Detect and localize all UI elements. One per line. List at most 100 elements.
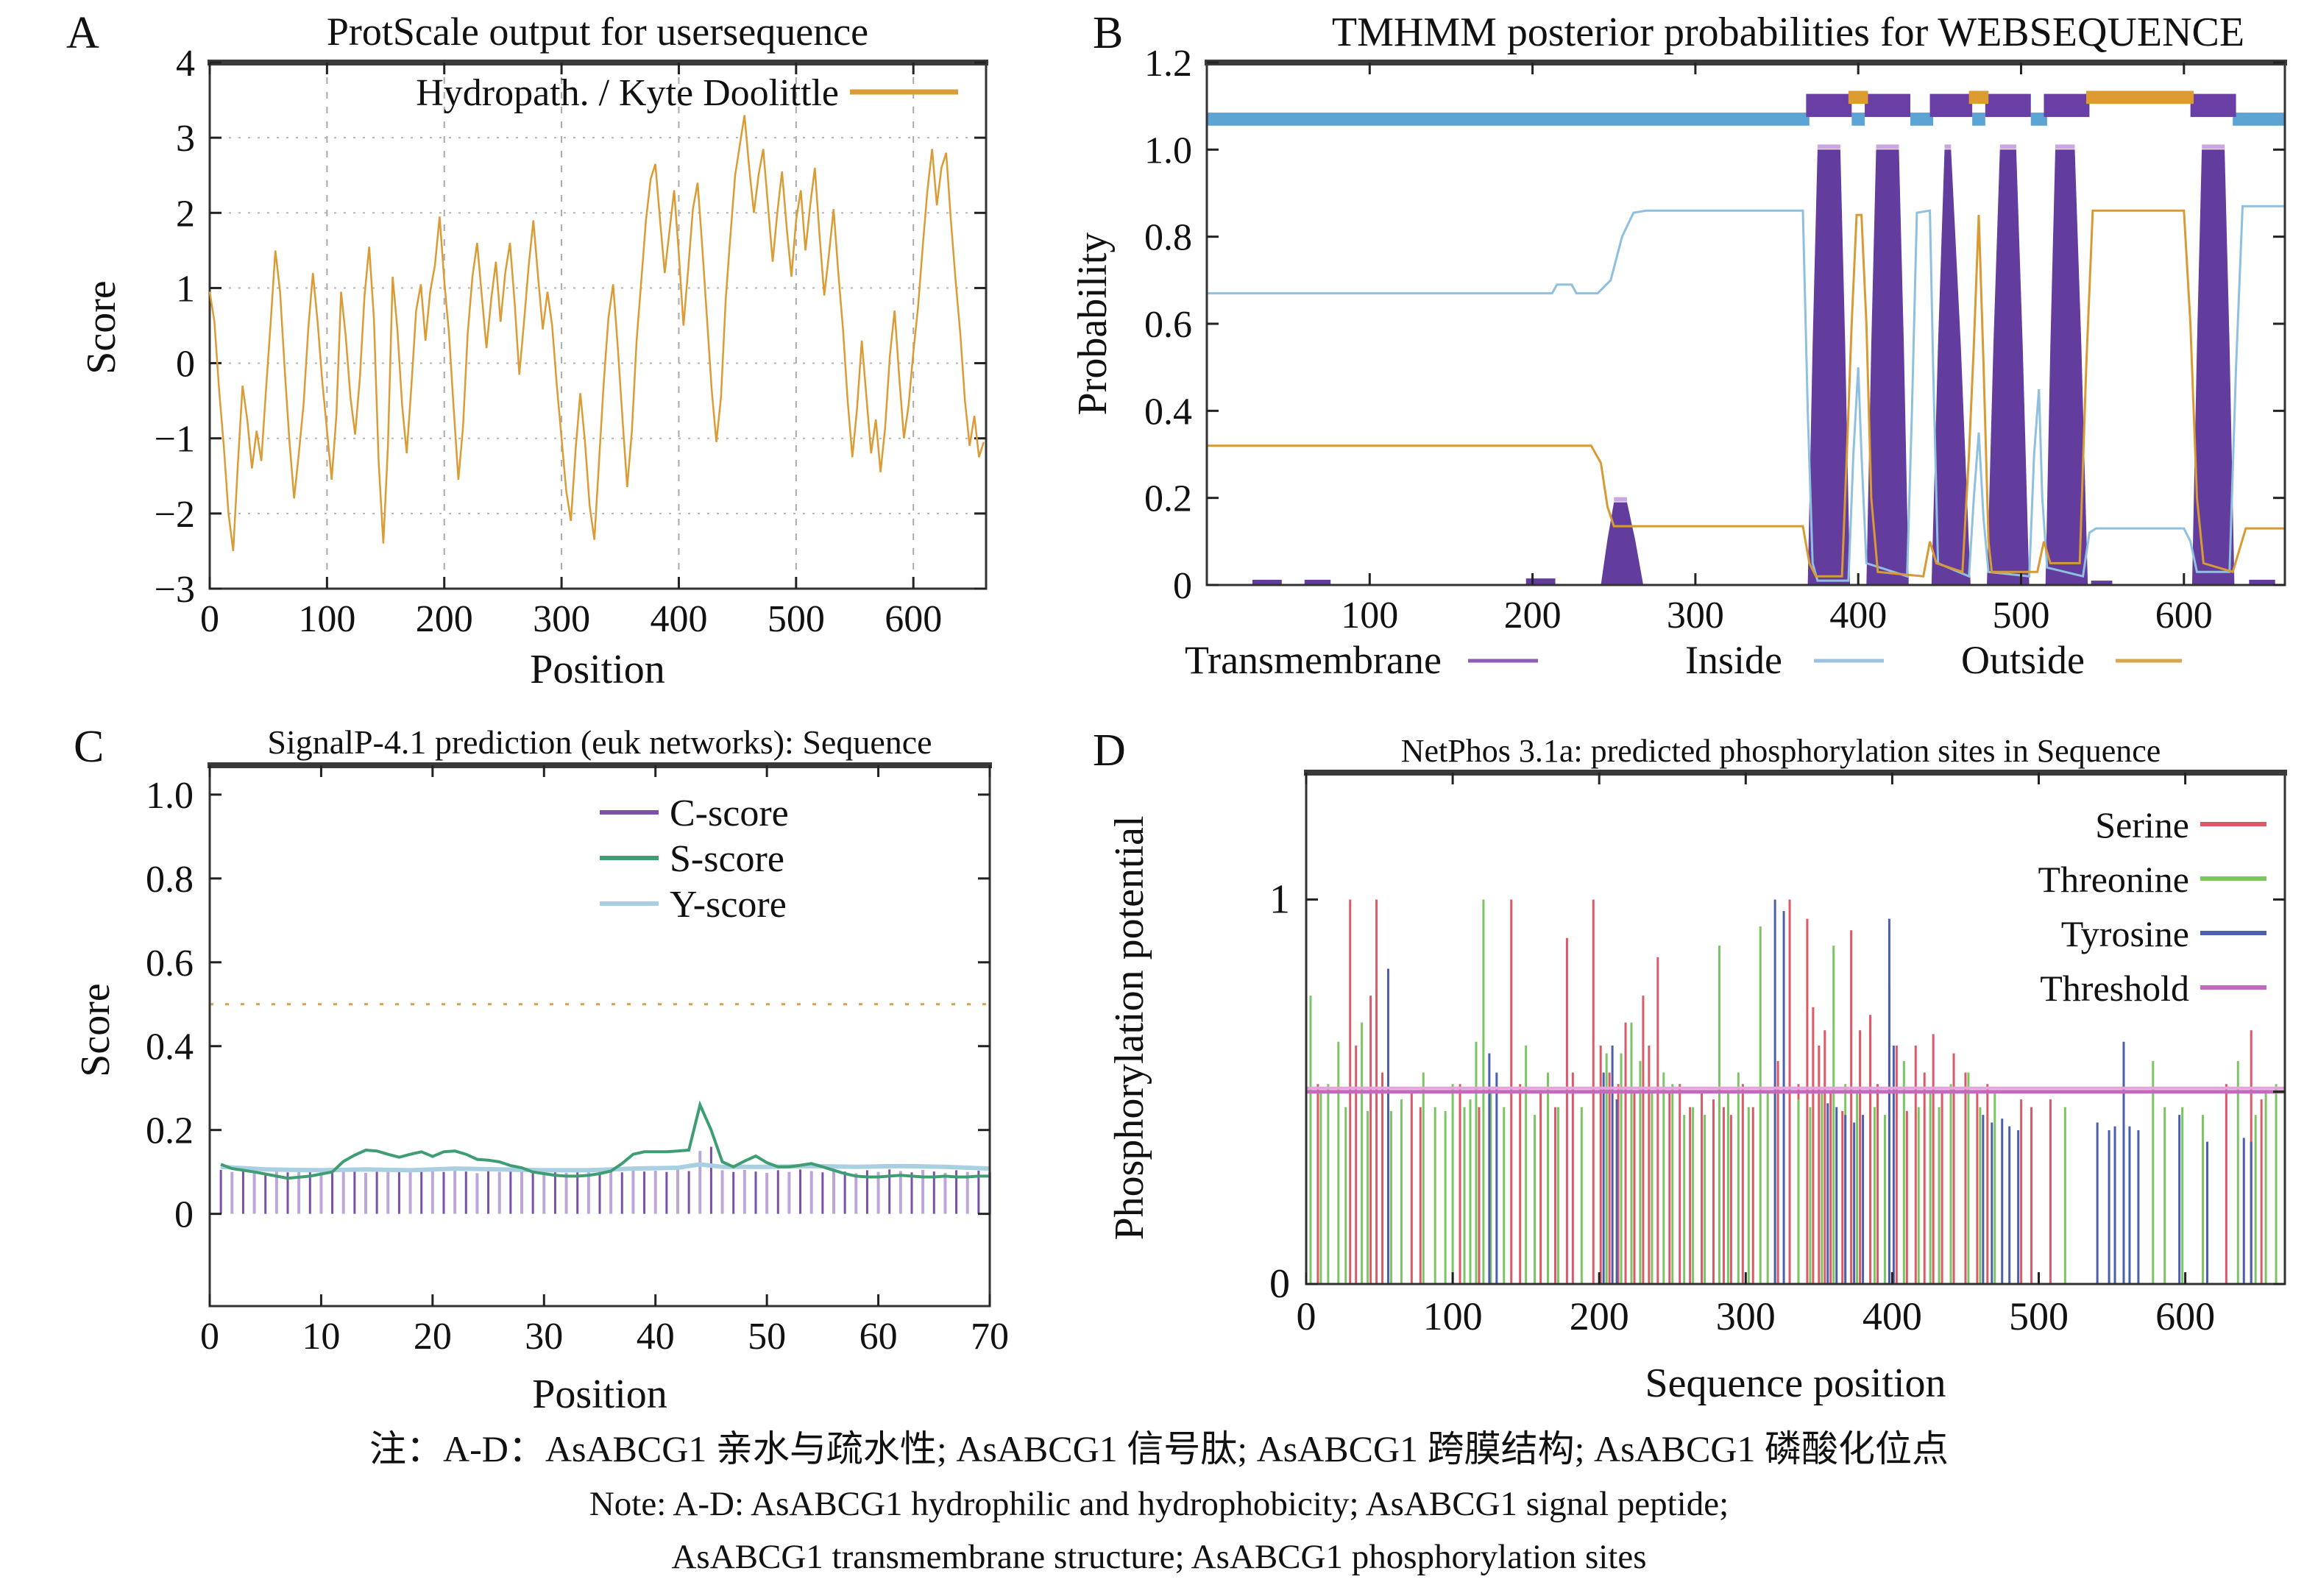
panel-b-title: TMHMM posterior probabilities for WEBSEQ… bbox=[1331, 10, 2245, 55]
y-tick-label: 3 bbox=[176, 118, 195, 160]
hydropathy-line bbox=[208, 115, 985, 552]
x-tick-label: 600 bbox=[885, 598, 942, 640]
legend-tyrosine-label: Tyrosine bbox=[2061, 913, 2189, 954]
panel-a-ylabel: Score bbox=[79, 280, 124, 375]
panel-d-xlabel: Sequence position bbox=[1645, 1361, 1946, 1406]
tm-baseline-bump bbox=[1304, 579, 1331, 585]
tm-posterior-peak bbox=[1807, 149, 1851, 586]
y-tick-label: 0.8 bbox=[1144, 217, 1192, 259]
nbest-outside-bar bbox=[2086, 91, 2194, 104]
panel-b-letter: B bbox=[1093, 8, 1124, 58]
x-tick-label: 600 bbox=[2155, 595, 2213, 636]
legend-y-score-label: Y-score bbox=[670, 884, 787, 926]
x-tick-label: 0 bbox=[200, 1316, 219, 1358]
y-tick-label: 4 bbox=[176, 43, 195, 85]
y-tick-label: 0.6 bbox=[146, 943, 194, 985]
x-tick-label: 200 bbox=[416, 598, 473, 640]
x-tick-label: 200 bbox=[1570, 1294, 1629, 1338]
s-score-line bbox=[220, 1100, 990, 1180]
x-tick-label: 200 bbox=[1504, 595, 1562, 636]
y-tick-label: 0 bbox=[176, 344, 195, 386]
legend-threshold-label: Threshold bbox=[2040, 968, 2189, 1009]
panel-c-xlabel: Position bbox=[532, 1372, 667, 1417]
panel-d-title: NetPhos 3.1a: predicted phosphorylation … bbox=[1400, 733, 2161, 769]
caption-line-en1: Note: A-D: AsABCG1 hydrophilic and hydro… bbox=[589, 1485, 1729, 1523]
legend-outside-label: Outside bbox=[1961, 638, 2085, 682]
panel-c-title: SignalP-4.1 prediction (euk networks): S… bbox=[267, 723, 932, 761]
y-tick-label: 0 bbox=[1269, 1261, 1290, 1307]
plot-border bbox=[208, 61, 988, 590]
nbest-inside-bar bbox=[2233, 113, 2285, 126]
tm-baseline-bump bbox=[1525, 578, 1556, 585]
x-tick-label: 30 bbox=[525, 1316, 563, 1358]
x-tick-label: 0 bbox=[200, 598, 219, 640]
nbest-outside-bar bbox=[1848, 91, 1868, 104]
x-tick-label: 10 bbox=[302, 1316, 340, 1358]
y-score-line bbox=[220, 1162, 990, 1173]
y-tick-label: 1.0 bbox=[146, 775, 194, 817]
tm-posterior-peak bbox=[1931, 149, 1971, 586]
x-tick-label: 300 bbox=[1667, 595, 1724, 636]
x-tick-label: 20 bbox=[414, 1316, 452, 1358]
tm-baseline-bump bbox=[1252, 579, 1282, 585]
legend-s-score-label: S-score bbox=[670, 838, 784, 880]
y-tick-label: 1 bbox=[176, 268, 195, 310]
nbest-tm-block bbox=[1929, 93, 1973, 117]
y-tick-label: 0.6 bbox=[1144, 304, 1192, 346]
legend-c-score-label: C-score bbox=[670, 792, 789, 834]
y-tick-label: −2 bbox=[155, 494, 195, 536]
nbest-tm-block bbox=[1806, 93, 1852, 117]
tm-baseline-bump bbox=[2249, 579, 2275, 585]
panel-c: C SignalP-4.1 prediction (euk networks):… bbox=[44, 714, 1030, 1439]
x-tick-label: 500 bbox=[768, 598, 825, 640]
nbest-tm-block bbox=[2190, 93, 2236, 117]
panel-d-chart: 0 100 200 300 400 500 600 0 1 Serine Threonine Tyro… bbox=[1269, 770, 2287, 1338]
legend-threonine-label: Threonine bbox=[2038, 859, 2189, 900]
x-tick-label: 500 bbox=[1992, 595, 2049, 636]
nbest-tm-block bbox=[1985, 93, 2031, 117]
y-tick-label: 1.0 bbox=[1144, 130, 1192, 171]
x-tick-label: 0 bbox=[1297, 1294, 1316, 1338]
nbest-outside-bar bbox=[1968, 91, 1989, 104]
panel-b-ylabel: Probability bbox=[1070, 232, 1116, 416]
panel-c-ylabel: Score bbox=[73, 983, 118, 1077]
nbest-tm-block bbox=[1865, 93, 1911, 117]
x-tick-label: 600 bbox=[2155, 1294, 2215, 1338]
legend-transmembrane-label: Transmembrane bbox=[1185, 638, 1442, 682]
nbest-inside-bar bbox=[1851, 113, 1865, 126]
panel-a-title: ProtScale output for usersequence bbox=[326, 10, 869, 54]
y-tick-label: 1 bbox=[1269, 876, 1290, 922]
y-tick-label: 0.8 bbox=[146, 859, 194, 901]
tm-posterior-peak bbox=[2191, 149, 2235, 586]
y-tick-label: 0 bbox=[174, 1194, 194, 1236]
x-tick-label: 40 bbox=[637, 1316, 675, 1358]
tm-posterior-peak bbox=[2045, 149, 2088, 586]
x-tick-label: 400 bbox=[650, 598, 707, 640]
x-tick-label: 100 bbox=[1423, 1294, 1483, 1338]
panel-a-xlabel: Position bbox=[530, 647, 665, 692]
panel-a-letter: A bbox=[66, 8, 99, 58]
x-tick-label: 300 bbox=[533, 598, 590, 640]
tm-baseline-bump bbox=[2091, 581, 2113, 585]
y-tick-label: 0.2 bbox=[1144, 478, 1192, 520]
x-tick-label: 500 bbox=[2009, 1294, 2069, 1338]
figure-caption: 注：A-D：AsABCG1 亲水与疏水性; AsABCG1 信号肽; AsABC… bbox=[0, 1420, 2318, 1583]
plot-border bbox=[1205, 61, 2286, 586]
panel-b: B TMHMM posterior probabilities for WEBS… bbox=[1052, 7, 2318, 706]
panel-a: A ProtScale output for usersequence 0 100… bbox=[44, 7, 1008, 706]
caption-line-en2: AsABCG1 transmembrane structure; AsABCG1… bbox=[671, 1538, 1647, 1576]
y-tick-label: 1.2 bbox=[1144, 43, 1192, 85]
x-tick-label: 400 bbox=[1829, 595, 1887, 636]
panel-c-letter: C bbox=[74, 722, 104, 772]
x-tick-label: 100 bbox=[298, 598, 355, 640]
y-tick-label: 0.2 bbox=[146, 1110, 194, 1152]
x-tick-label: 300 bbox=[1716, 1294, 1776, 1338]
plot-border bbox=[208, 764, 991, 1308]
panel-d-ylabel: Phosphorylation potential bbox=[1107, 815, 1152, 1241]
outside-probability-line bbox=[1207, 209, 2285, 578]
caption-line-zh: 注：A-D：AsABCG1 亲水与疏水性; AsABCG1 信号肽; AsABC… bbox=[369, 1428, 1949, 1469]
nbest-inside-bar bbox=[1207, 113, 1810, 126]
y-tick-label: 0.4 bbox=[146, 1026, 194, 1068]
y-tick-label: 2 bbox=[176, 193, 195, 235]
tm-posterior-peak bbox=[1866, 149, 1909, 586]
